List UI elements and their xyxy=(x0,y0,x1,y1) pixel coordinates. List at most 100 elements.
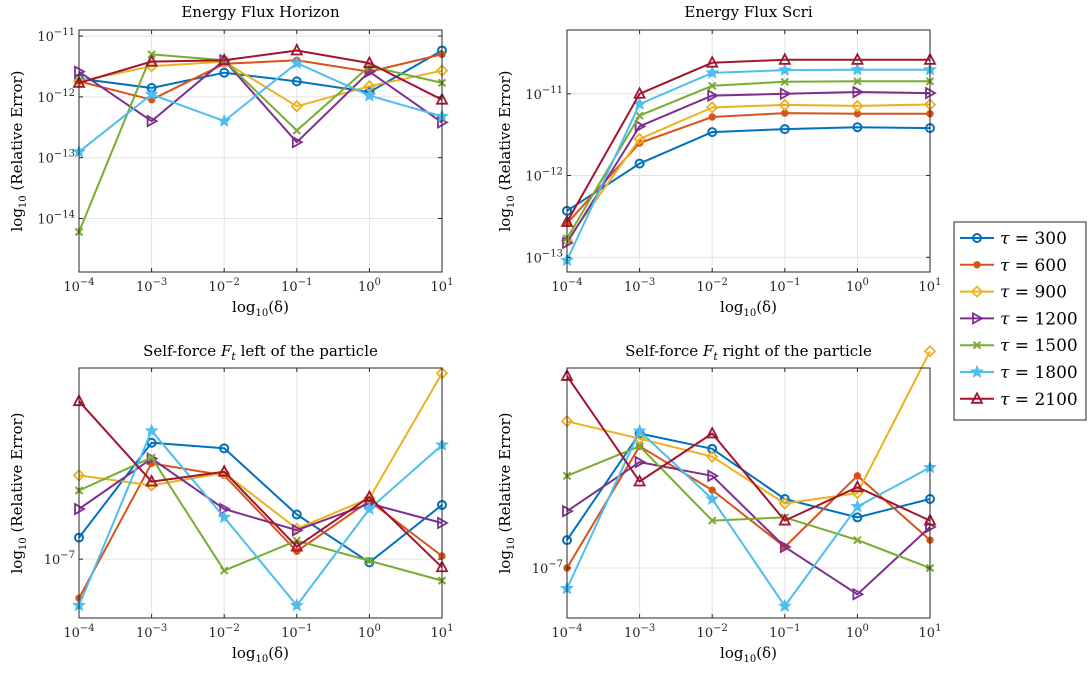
data-point xyxy=(635,111,644,120)
x-tick-label: 10−1 xyxy=(281,277,312,295)
series-line xyxy=(78,456,443,582)
data-point xyxy=(777,62,792,76)
y-tick-label: 10−7 xyxy=(44,550,75,568)
data-point xyxy=(633,474,647,487)
x-tick-label: 100 xyxy=(846,623,869,641)
data-point xyxy=(219,566,229,575)
series-line xyxy=(566,58,930,223)
data-point xyxy=(633,132,646,146)
data-point xyxy=(145,54,159,67)
series-line xyxy=(78,429,443,607)
series-7 xyxy=(560,368,937,526)
x-tick-label: 101 xyxy=(919,277,942,295)
y-tick-label: 10−11 xyxy=(37,27,75,45)
data-point xyxy=(853,77,862,86)
data-point xyxy=(851,99,864,113)
data-point xyxy=(634,158,645,169)
y-tick-label: 10−13 xyxy=(525,248,563,266)
data-point xyxy=(705,65,720,79)
series-line xyxy=(78,60,443,108)
data-point xyxy=(290,539,304,552)
x-tick-label: 100 xyxy=(358,623,381,641)
x-tick-label: 10−4 xyxy=(63,623,94,641)
x-axis-label: log10(δ) xyxy=(720,644,777,665)
x-tick-label: 10−4 xyxy=(551,623,582,641)
legend-marker xyxy=(973,261,981,269)
legend-label: τ = 900 xyxy=(1000,283,1067,303)
legend-label: τ = 1200 xyxy=(1000,309,1078,329)
legend-item: τ = 1500 xyxy=(960,336,1078,356)
data-point xyxy=(850,499,865,513)
legend-marker xyxy=(970,391,984,404)
data-point xyxy=(778,98,792,112)
data-point xyxy=(852,122,863,133)
data-point xyxy=(850,52,864,65)
chart-title: Self-force Ft right of the particle xyxy=(625,342,872,363)
y-tick-label: 10−11 xyxy=(525,85,563,103)
legend-item: τ = 2100 xyxy=(960,390,1078,410)
data-point xyxy=(290,43,304,56)
axes-box xyxy=(78,29,443,273)
data-point xyxy=(219,443,230,454)
legend-item: τ = 600 xyxy=(960,256,1067,276)
series-5 xyxy=(562,77,935,243)
axes-box xyxy=(566,367,931,619)
legend-marker xyxy=(970,285,984,298)
data-point xyxy=(362,55,376,68)
data-point xyxy=(779,87,792,101)
plot-area xyxy=(79,30,442,272)
series-line xyxy=(78,462,443,599)
series-line xyxy=(566,68,930,261)
series-line xyxy=(566,375,931,522)
data-point xyxy=(362,489,376,502)
chart-panel-4: 10−4 10−3 10−2 10−1 100 101 10−7 Self-force Ft … xyxy=(496,342,941,665)
axes-box xyxy=(78,367,443,619)
x-tick-label: 10−3 xyxy=(136,623,167,641)
data-point xyxy=(778,513,792,526)
y-axis-label: log10 (Relative Error) xyxy=(8,413,29,574)
data-point xyxy=(707,127,718,138)
legend-marker xyxy=(970,364,984,379)
series-line xyxy=(566,430,931,608)
data-point xyxy=(291,135,304,149)
legend-label: τ = 1500 xyxy=(1000,336,1078,356)
series-line xyxy=(78,400,443,569)
data-point xyxy=(291,76,302,87)
data-point xyxy=(777,598,792,613)
data-point xyxy=(291,509,302,520)
data-point xyxy=(707,81,717,91)
data-point xyxy=(632,423,647,438)
data-point xyxy=(635,442,644,451)
data-point xyxy=(923,345,937,358)
y-tick-label: 10−12 xyxy=(37,88,75,106)
chart-panel-2: 10−4 10−3 10−2 10−1 100 101 10−13 10−12 10−11 Ene… xyxy=(496,3,941,319)
legend: τ = 300 τ = 600 τ = 900 τ = 1200 τ = 1500 τ =… xyxy=(953,221,1087,421)
data-point xyxy=(707,89,720,103)
data-point xyxy=(779,540,792,554)
x-axis-label: log10(δ) xyxy=(720,298,777,319)
data-point xyxy=(365,556,374,565)
data-point xyxy=(852,85,865,99)
chart-title: Energy Flux Horizon xyxy=(181,3,340,21)
data-point xyxy=(147,453,156,462)
x-tick-label: 10−2 xyxy=(697,277,728,295)
data-point xyxy=(850,479,864,493)
series-line xyxy=(78,62,443,153)
legend-label: τ = 600 xyxy=(1000,256,1067,276)
x-tick-label: 101 xyxy=(919,623,942,641)
data-point xyxy=(634,455,647,469)
x-tick-label: 10−3 xyxy=(136,277,167,295)
chart-panel-3: 10−4 10−3 10−2 10−1 100 101 10−7 Self-force Ft … xyxy=(8,342,453,665)
series-6 xyxy=(72,55,449,158)
x-tick-label: 10−4 xyxy=(551,277,582,295)
data-point xyxy=(705,491,720,506)
axes-box xyxy=(566,29,931,273)
x-tick-label: 10−1 xyxy=(769,277,800,295)
series-7 xyxy=(72,393,449,573)
x-tick-label: 10−3 xyxy=(624,277,655,295)
data-point xyxy=(362,501,377,516)
x-axis-label: log10(δ) xyxy=(232,298,289,319)
data-point xyxy=(708,113,716,121)
series-7 xyxy=(560,52,937,227)
data-point xyxy=(634,119,647,133)
